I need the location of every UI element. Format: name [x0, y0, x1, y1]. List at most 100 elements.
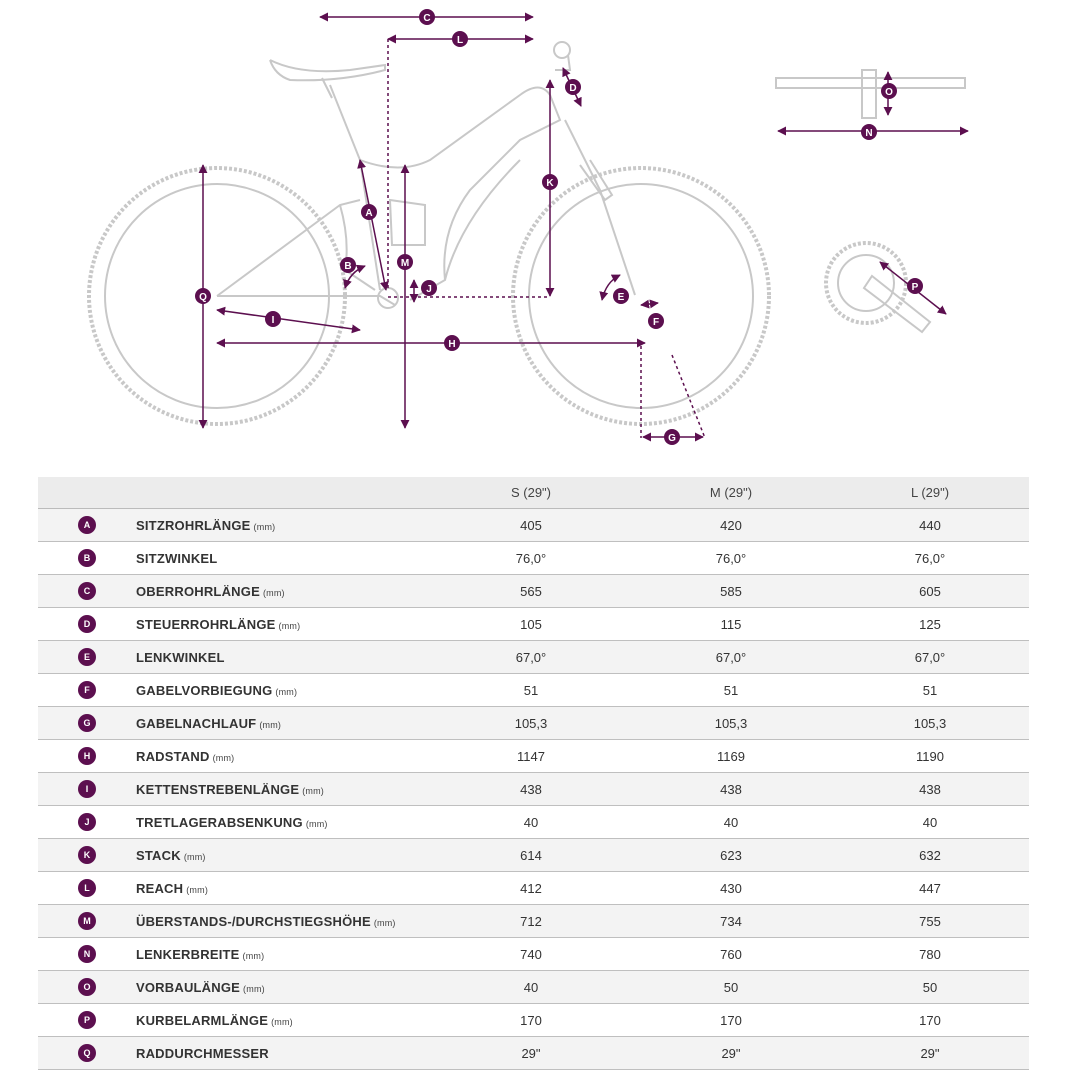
row-letter-badge: P [78, 1011, 96, 1029]
row-name: GABELVORBIEGUNG [136, 682, 273, 698]
row-unit: (mm) [259, 719, 282, 730]
table-row: E LENKWINKEL 67,0° 67,0° 67,0° [38, 640, 1029, 674]
row-value-l: 1190 [831, 739, 1029, 773]
bike-outline [87, 41, 966, 426]
table-row: M ÜBERSTANDS-/DURCHSTIEGSHÖHE (mm) 712 734 75… [38, 904, 1029, 938]
row-name-cell: VORBAULÄNGE (mm) [136, 970, 431, 1004]
row-unit: (mm) [183, 851, 206, 862]
row-unit: (mm) [278, 620, 301, 631]
row-name-cell: ÜBERSTANDS-/DURCHSTIEGSHÖHE (mm) [136, 904, 431, 938]
fork-lower [579, 159, 614, 202]
row-name: REACH [136, 880, 184, 896]
row-value-m: 51 [631, 673, 831, 707]
fork [564, 119, 636, 296]
row-value-s: 565 [431, 574, 631, 608]
table-body: A SITZROHRLÄNGE (mm) 405 420 440 B SITZWINKEL 76… [38, 508, 1029, 1070]
front-rim [528, 183, 754, 409]
row-name: GABELNACHLAUF [136, 715, 257, 731]
header-blank [38, 477, 136, 509]
row-letter-cell: Q [38, 1036, 136, 1070]
top-tube [359, 86, 562, 301]
row-value-l: 76,0° [831, 541, 1029, 575]
row-value-s: 614 [431, 838, 631, 872]
badge-e: E [613, 288, 629, 304]
row-value-m: 105,3 [631, 706, 831, 740]
header-size-s: S (29") [431, 477, 631, 509]
row-letter-badge: I [78, 780, 96, 798]
table-row: K STACK (mm) 614 623 632 [38, 838, 1029, 872]
row-letter-cell: N [38, 937, 136, 971]
seat-stay [216, 199, 361, 297]
row-letter-cell: L [38, 871, 136, 905]
badge-o: O [881, 83, 897, 99]
badge-p: P [907, 278, 923, 294]
row-value-s: 67,0° [431, 640, 631, 674]
row-name-cell: GABELVORBIEGUNG (mm) [136, 673, 431, 707]
row-name-cell: STEUERROHRLÄNGE (mm) [136, 607, 431, 641]
dim-arc-b [343, 264, 366, 289]
row-unit: (mm) [373, 917, 396, 928]
row-value-s: 438 [431, 772, 631, 806]
row-value-s: 40 [431, 805, 631, 839]
row-letter-badge: O [78, 978, 96, 996]
row-name-cell: STACK (mm) [136, 838, 431, 872]
row-value-s: 170 [431, 1003, 631, 1037]
badge-g: G [664, 429, 680, 445]
row-name-cell: TRETLAGERABSENKUNG (mm) [136, 805, 431, 839]
row-value-m: 734 [631, 904, 831, 938]
row-name: RADDURCHMESSER [136, 1045, 269, 1061]
row-letter-badge: G [78, 714, 96, 732]
row-letter-cell: P [38, 1003, 136, 1037]
badge-k: K [542, 174, 558, 190]
row-value-l: 438 [831, 772, 1029, 806]
row-letter-badge: C [78, 582, 96, 600]
row-letter-cell: H [38, 739, 136, 773]
row-value-s: 105,3 [431, 706, 631, 740]
row-value-l: 29" [831, 1036, 1029, 1070]
row-letter-cell: A [38, 508, 136, 542]
row-value-m: 29" [631, 1036, 831, 1070]
row-value-l: 632 [831, 838, 1029, 872]
row-unit: (mm) [275, 686, 298, 697]
badge-e-label: E [618, 292, 625, 303]
row-name: KURBELARMLÄNGE [136, 1012, 269, 1028]
chainring-inner [837, 254, 895, 312]
row-name: SITZROHRLÄNGE [136, 517, 251, 533]
row-letter-cell: F [38, 673, 136, 707]
badge-d-label: D [569, 83, 576, 94]
row-value-m: 430 [631, 871, 831, 905]
row-value-s: 29" [431, 1036, 631, 1070]
row-letter-cell: J [38, 805, 136, 839]
row-value-m: 1169 [631, 739, 831, 773]
row-value-m: 760 [631, 937, 831, 971]
bike-geometry-diagram: C L D K A B M J Q I H E F G O N P [87, 9, 969, 445]
dim-line-f [640, 299, 659, 309]
row-unit: (mm) [262, 587, 285, 598]
row-name-cell: REACH (mm) [136, 871, 431, 905]
row-letter-badge: K [78, 846, 96, 864]
badge-i: I [265, 311, 281, 327]
table-row: C OBERROHRLÄNGE (mm) 565 585 605 [38, 574, 1029, 608]
table-header-row: S (29") M (29") L (29") [38, 477, 1029, 509]
row-unit: (mm) [305, 818, 328, 829]
row-unit: (mm) [243, 983, 265, 994]
badge-b: B [340, 257, 356, 273]
row-name-cell: OBERROHRLÄNGE (mm) [136, 574, 431, 608]
down-tube [444, 159, 521, 281]
table-row: O VORBAULÄNGE (mm) 40 50 50 [38, 970, 1029, 1004]
row-value-s: 76,0° [431, 541, 631, 575]
row-value-l: 67,0° [831, 640, 1029, 674]
row-letter-badge: F [78, 681, 96, 699]
row-name: STEUERROHRLÄNGE [136, 616, 276, 632]
row-letter-badge: M [78, 912, 96, 930]
chain-stay [217, 295, 396, 306]
front-tire [511, 166, 771, 426]
table-row: N LENKERBREITE (mm) 740 760 780 [38, 937, 1029, 971]
handlebar-top [775, 77, 966, 89]
row-value-m: 40 [631, 805, 831, 839]
row-value-s: 51 [431, 673, 631, 707]
table-row: I KETTENSTREBENLÄNGE (mm) 438 438 438 [38, 772, 1029, 806]
badge-a: A [361, 204, 377, 220]
row-value-s: 40 [431, 970, 631, 1004]
badge-l-label: L [457, 35, 463, 46]
